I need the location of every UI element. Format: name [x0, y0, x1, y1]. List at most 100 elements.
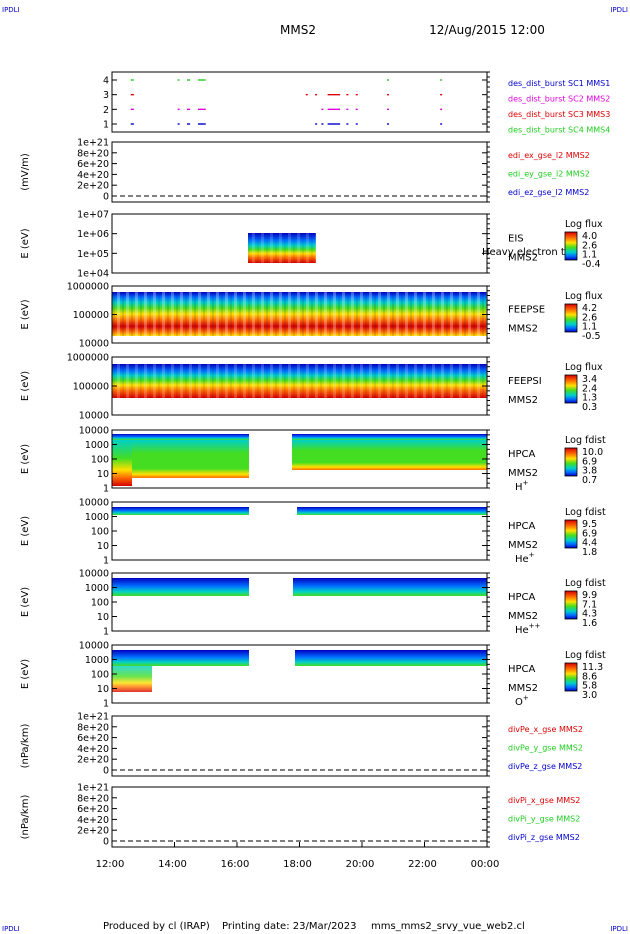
feepse-ytick-label: 10000 — [79, 339, 109, 350]
divpi-ytick-label: 1e+21 — [77, 783, 109, 794]
corner-label-bottom-right: IPDLI — [610, 925, 628, 933]
divpi-ytick-label: 0 — [103, 837, 109, 848]
burst-ytick-label: 3 — [103, 90, 109, 101]
hpca_o-colorbar-tick: 11.3 — [582, 662, 603, 673]
divpi-frame — [111, 786, 488, 848]
hpca_o-spacecraft-label: MMS2 — [508, 683, 538, 694]
x-axis: 12:00 14:00 16:00 18:00 20:00 22:00 00:00 — [96, 842, 499, 870]
feepse-instrument-label: FEEPSE — [508, 305, 545, 316]
eis-ytick-label: 1e+06 — [77, 229, 109, 240]
hpca_hepp-ytick-label: 1 — [103, 627, 109, 638]
feepse-colorbar-title: Log flux — [565, 291, 603, 302]
burst-legend-entry: des_dist_burst SC2 MMS2 — [508, 95, 610, 104]
hpca_he-ytick-label: 10000 — [79, 498, 109, 509]
feepsi-colorbar-tick: 0.3 — [582, 402, 597, 413]
corner-label-bottom-left: IPDLI — [2, 925, 20, 933]
corner-label-top-right: IPDLI — [610, 6, 628, 14]
burst-legend-entry: des_dist_burst SC1 MMS1 — [508, 79, 610, 88]
feepse-ylabel: E (eV) — [20, 299, 31, 329]
divpe-ytick-label: 2e+20 — [77, 755, 109, 766]
hpca_he-species-charge: + — [529, 551, 535, 559]
hpca_o-species-label: O+ — [515, 694, 529, 708]
hpca_he-colorbar-tick: 4.4 — [582, 538, 597, 549]
eis-ylabel: E (eV) — [20, 228, 31, 258]
x-axis-tick-label: 20:00 — [346, 859, 375, 870]
hpca_h-species-charge: + — [523, 479, 529, 487]
eis-instrument-label: EIS — [508, 234, 524, 245]
edi-ytick-label: 6e+20 — [77, 159, 109, 170]
hpca_he-colorbar-tick: 6.9 — [582, 528, 597, 539]
divpe-ytick-label: 8e+20 — [77, 722, 109, 733]
burst-legend-entry: des_dist_burst SC4 MMS4 — [508, 126, 610, 135]
eis-colorbar-tick: 1.1 — [582, 250, 597, 261]
hpca_he-colorbar — [564, 519, 578, 549]
feepsi-ytick-label: 100000 — [73, 382, 109, 393]
data-marks-layer — [130, 79, 443, 125]
hpca_he-ytick-label: 100 — [91, 527, 109, 538]
divpe-legend-entry: divPe_y_gse MMS2 — [508, 744, 583, 753]
hpca_hepp-ytick-label: 10 — [97, 612, 109, 623]
x-axis-tick-label: 16:00 — [221, 859, 250, 870]
edi-legend-entry: edi_ez_gse_l2 MMS2 — [508, 188, 589, 197]
feepsi-colorbar — [564, 374, 578, 404]
divpe-ylabel: (nPa/km) — [20, 724, 31, 769]
hpca_h-colorbar — [564, 447, 578, 477]
hpca_h-colorbar-title: Log fdist — [565, 435, 606, 446]
hpca-h-top-left — [112, 434, 249, 440]
hpca_hepp-species-label: He++ — [515, 622, 541, 636]
hpca-hepp-band-left — [112, 578, 249, 596]
hpca_he-ytick-label: 1 — [103, 556, 109, 567]
edi-legend-entry: edi_ey_gse_l2 MMS2 — [508, 170, 590, 179]
feepse-ytick-label: 1000000 — [67, 282, 109, 293]
hpca-hepp-band-right — [293, 578, 487, 596]
hpca_he-colorbar-tick: 9.5 — [582, 519, 597, 530]
burst-ytick-label: 4 — [103, 76, 109, 87]
divpe-frame — [111, 715, 488, 777]
divpe-legend-entry: divPe_z_gse MMS2 — [508, 762, 582, 771]
hpca_he-ylabel: E (eV) — [20, 516, 31, 546]
edi-ytick-label: 2e+20 — [77, 181, 109, 192]
hpca_hepp-colorbar-tick: 7.1 — [582, 599, 597, 610]
panels-layer: 1 2 3 4 des_dist_burst SC1 MMS1 des_dist_burs… — [20, 71, 610, 848]
hpca_he-spacecraft-label: MMS2 — [508, 540, 538, 551]
feepsi-colorbar-tick: 2.4 — [582, 383, 597, 394]
feepsi-colorbar-title: Log flux — [565, 362, 603, 373]
hpca_h-colorbar-tick: 0.7 — [582, 475, 597, 486]
divpe-ytick-label: 6e+20 — [77, 733, 109, 744]
hpca_h-ytick-label: 1000 — [85, 440, 109, 451]
feepsi-ytick-label: 1000000 — [67, 353, 109, 364]
divpi-legend-entry: divPi_z_gse MMS2 — [508, 833, 580, 842]
hpca_o-ytick-label: 10000 — [79, 641, 109, 652]
header-datetime: 12/Aug/2015 12:00 — [429, 23, 545, 37]
hpca_hepp-ytick-label: 1000 — [85, 583, 109, 594]
eis-overlay-text: Heavy electron to — [482, 247, 571, 258]
hpca_he-ytick-label: 1000 — [85, 512, 109, 523]
edi-ylabel: (mV/m) — [20, 153, 31, 191]
hpca-o-low-energy — [112, 666, 152, 692]
feepse-ytick-label: 100000 — [73, 310, 109, 321]
divpi-legend-entry: divPi_x_gse MMS2 — [508, 796, 580, 805]
edi-ytick-label: 8e+20 — [77, 148, 109, 159]
hpca_o-ytick-label: 100 — [91, 670, 109, 681]
divpi-legend-entry: divPi_y_gse MMS2 — [508, 815, 580, 824]
footer-printing-date: Printing date: 23/Mar/2023 — [222, 921, 357, 932]
hpca_h-ylabel: E (eV) — [20, 444, 31, 474]
hpca_o-ylabel: E (eV) — [20, 659, 31, 689]
hpca_o-ytick-label: 1000 — [85, 655, 109, 666]
hpca_o-colorbar-tick: 3.0 — [582, 690, 597, 701]
feepse-colorbar-tick: -0.5 — [582, 331, 601, 342]
divpi-ylabel: (nPa/km) — [20, 795, 31, 840]
hpca_hepp-colorbar-tick: 9.9 — [582, 590, 597, 601]
hpca-o-band-right — [295, 650, 487, 666]
footer-filename: mms_mms2_srvy_vue_web2.cl — [371, 921, 525, 932]
feepse-colorbar-tick: 2.6 — [582, 312, 597, 323]
divpi-ytick-label: 2e+20 — [77, 826, 109, 837]
feepsi-spacecraft-label: MMS2 — [508, 395, 538, 406]
hpca_he-colorbar-tick: 1.8 — [582, 547, 597, 558]
hpca_hepp-colorbar — [564, 590, 578, 620]
divpi-ytick-label: 8e+20 — [77, 793, 109, 804]
burst-ytick-label: 1 — [103, 120, 109, 131]
edi-ytick-label: 4e+20 — [77, 170, 109, 181]
eis-colorbar-tick: 4.0 — [582, 231, 597, 242]
